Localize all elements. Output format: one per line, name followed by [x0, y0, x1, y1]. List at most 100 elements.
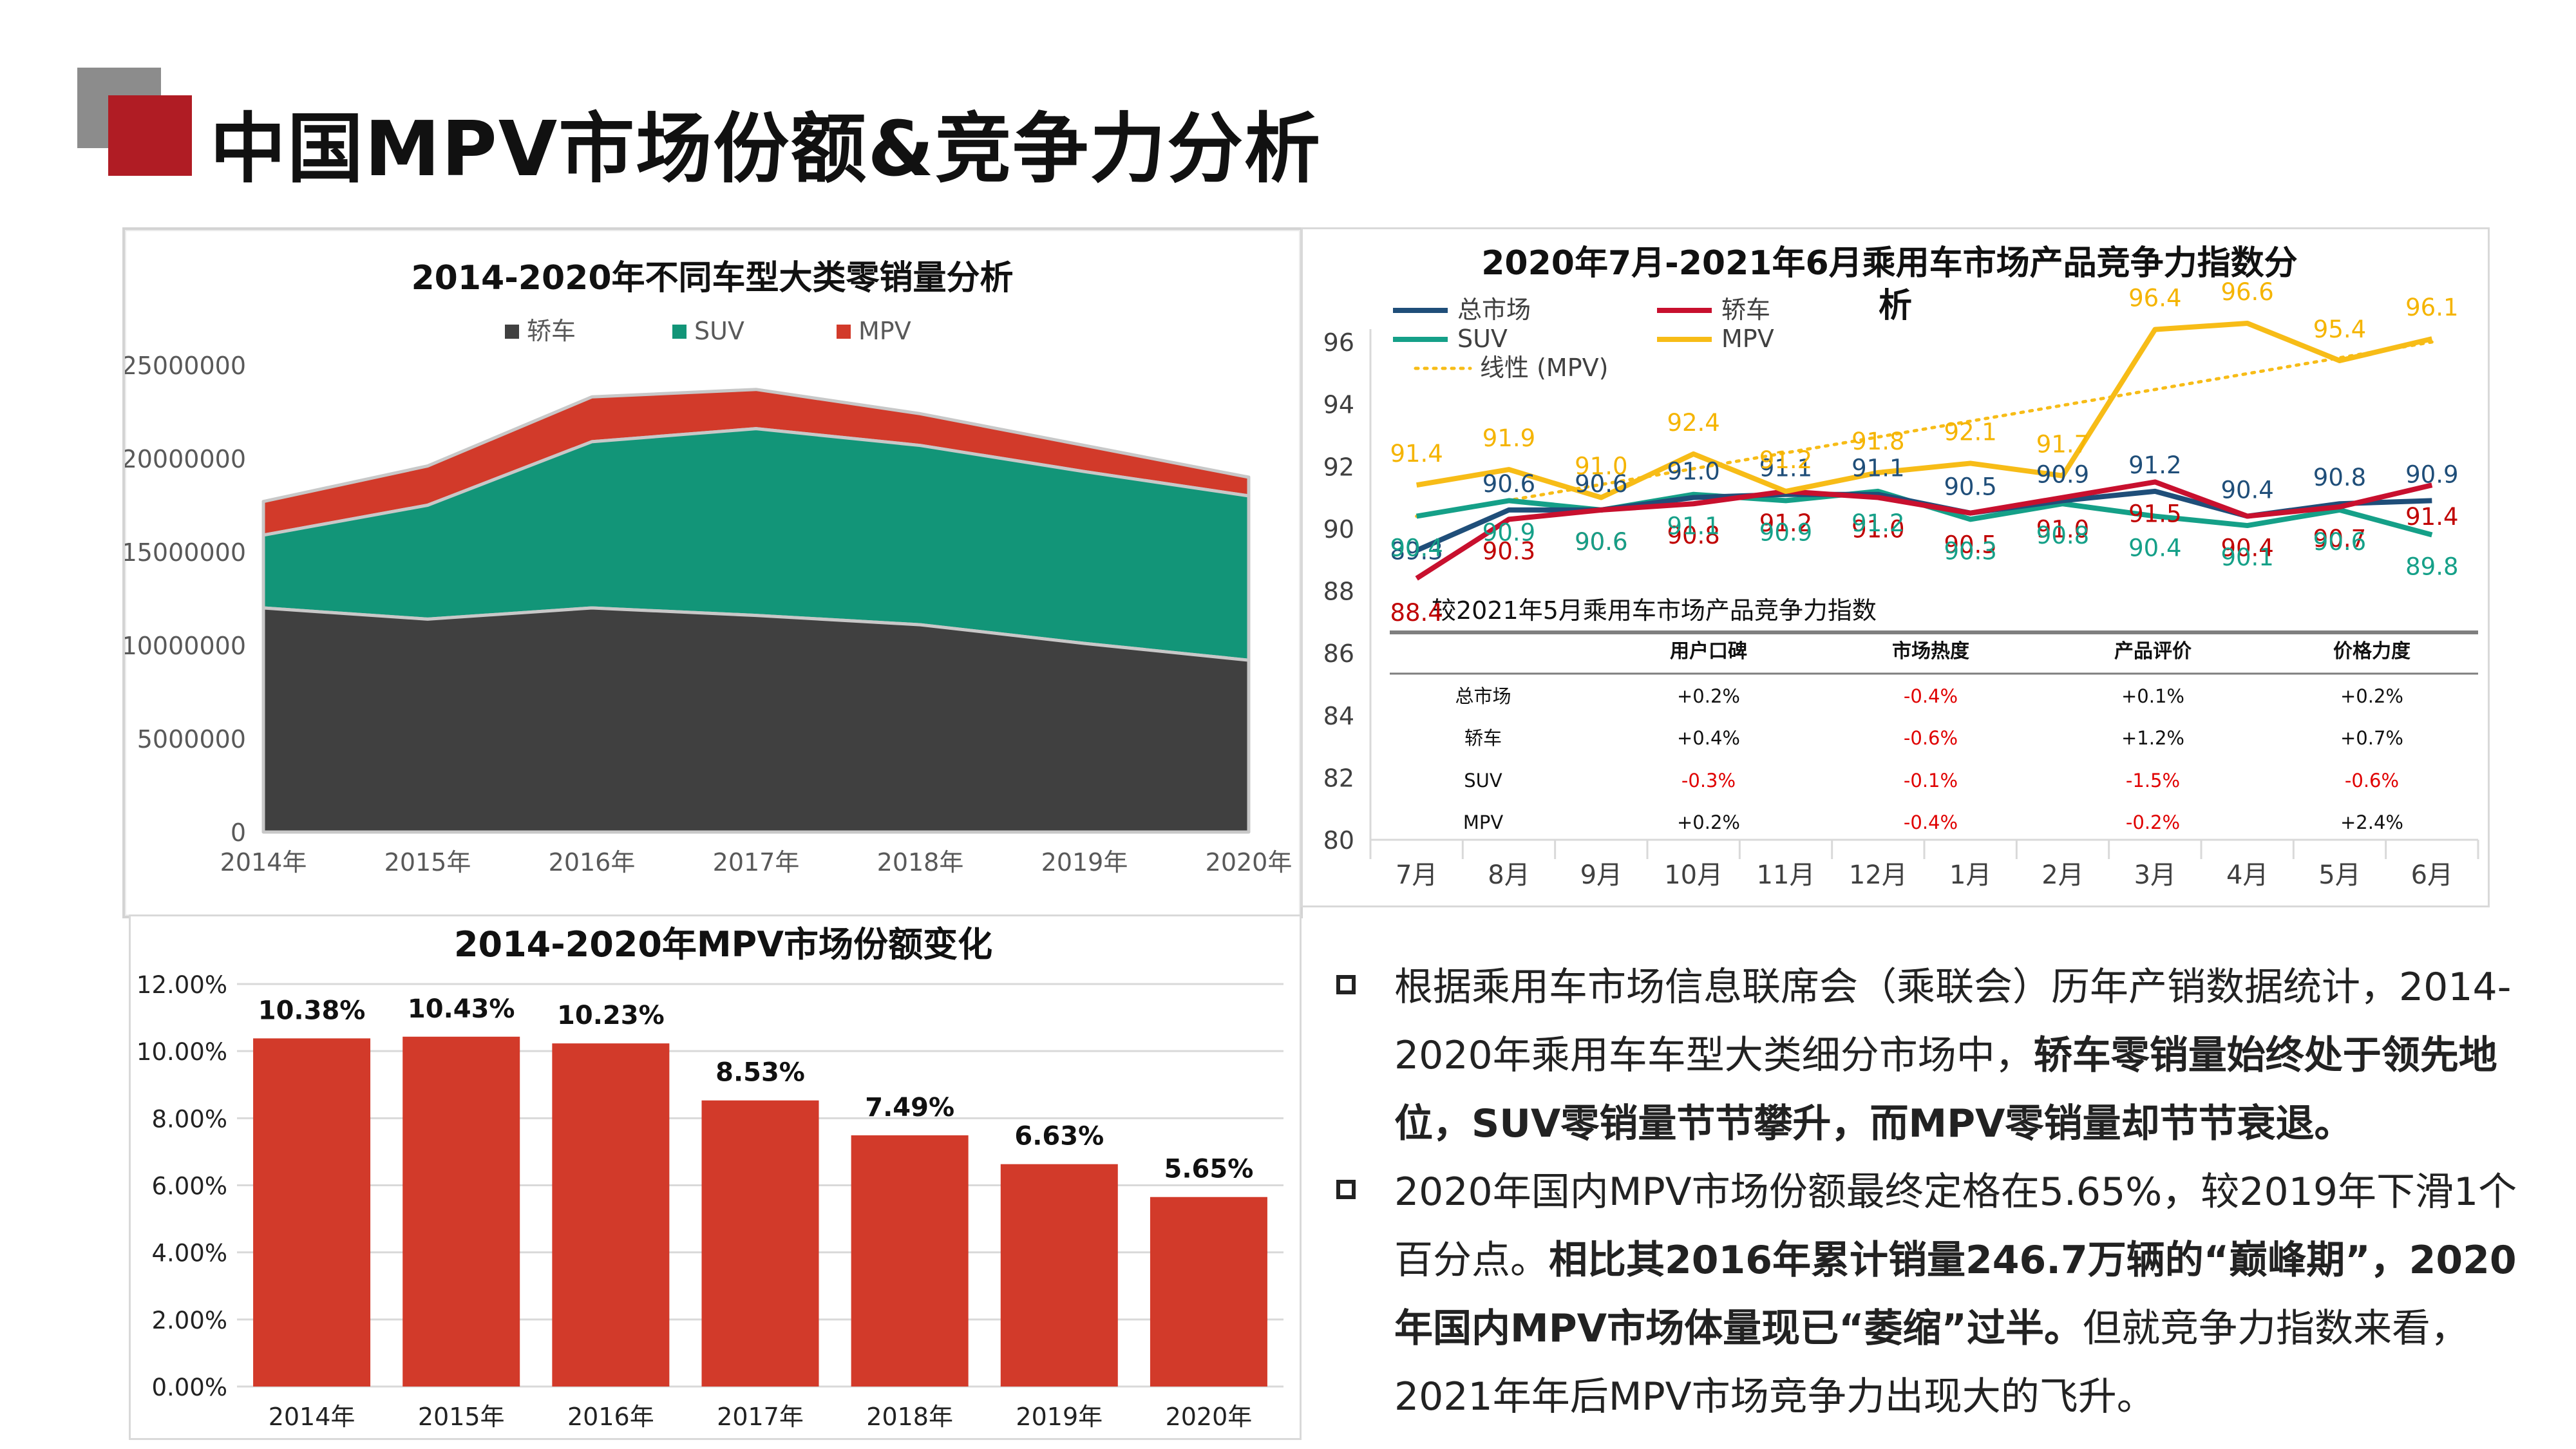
bar-value-label: 6.63% — [1014, 1122, 1104, 1151]
bullet-2-tail: 但就竞争力指数来看，2021年年后MPV市场竞争力出现大的飞升。 — [1394, 1306, 2469, 1419]
table-cell: +0.7% — [2340, 727, 2403, 749]
bar-x-tick-label: 2015年 — [418, 1403, 505, 1431]
area-legend-swatch — [837, 325, 851, 339]
line-data-label: 90.4 — [2128, 535, 2181, 562]
table-cell: -1.5% — [2126, 770, 2180, 791]
line-chart-title: 2020年7月-2021年6月乘用车市场产品竞争力指数分 析 — [1481, 244, 2309, 325]
line-data-label: 90.3 — [1944, 537, 1996, 565]
line-chart-title-line2: 析 — [1879, 287, 1912, 325]
area-y-tick-label: 5000000 — [137, 725, 246, 753]
page-title: 中国MPV市场份额&竞争力分析 — [210, 104, 1322, 193]
square-bullet-icon — [1336, 1180, 1356, 1199]
table-column-header: 用户口碑 — [1670, 640, 1747, 663]
area-x-tick-label: 2014年 — [220, 848, 307, 876]
line-data-label: 90.1 — [2221, 544, 2273, 571]
bar-x-tick-label: 2014年 — [269, 1403, 355, 1431]
line-data-label: 91.9 — [1482, 424, 1535, 452]
area-y-tick-label: 25000000 — [125, 352, 246, 380]
line-data-label: 90.6 — [1482, 470, 1535, 498]
area-chart-x-axis: 2014年 2015年 2016年 2017年 2018年 2019年 2020年 — [220, 848, 1293, 876]
bullet-1-bold: 轿车零销量始终处于领先地位，SUV零销量节节攀升，而MPV零销量却节节衰退。 — [1394, 1033, 2497, 1146]
bar-value-label: 7.49% — [865, 1093, 954, 1122]
line-y-tick-label: 88 — [1323, 578, 1354, 606]
line-chart-series: 89.390.6 90.6 91.0 91.1 91.190.5 90.9 91.290.4… — [1390, 278, 2458, 627]
line-series-MPV — [1416, 321, 2433, 500]
area-x-tick-label: 2015年 — [384, 848, 471, 876]
area-x-tick-label: 2017年 — [713, 848, 800, 876]
bar-2019年 — [1000, 1164, 1118, 1387]
line-y-tick-label: 94 — [1323, 391, 1354, 419]
bar-value-label: 10.43% — [408, 994, 515, 1024]
bar-chart: 2014-2020年MPV市场份额变化 0.00% 2.00% 4.00% 6.00%… — [137, 924, 1283, 1431]
line-x-tick-label: 11月 — [1757, 860, 1815, 890]
line-x-tick-label: 4月 — [2226, 860, 2268, 890]
line-y-tick-label: 92 — [1323, 453, 1354, 481]
line-data-label: 92.1 — [1944, 418, 1996, 446]
table-caption: 较2021年5月乘用车市场产品竞争力指数 — [1432, 596, 1877, 625]
line-chart: 2020年7月-2021年6月乘用车市场产品竞争力指数分 析 808284868… — [1323, 244, 2479, 890]
table-cell: +0.1% — [2121, 685, 2184, 707]
table-cell: +0.2% — [1677, 685, 1740, 707]
area-y-tick-label: 15000000 — [125, 538, 246, 567]
bullet-item-2: 2020年国内MPV市场份额最终定格在5.65%，较2019年下滑1个百分点。相… — [1336, 1158, 2534, 1431]
line-chart-title-line1: 2020年7月-2021年6月乘用车市场产品竞争力指数分 — [1481, 244, 2297, 283]
area-y-tick-label: 20000000 — [125, 445, 246, 473]
square-bullet-icon — [1336, 975, 1356, 994]
bar-2017年 — [701, 1100, 819, 1387]
line-data-label: 90.4 — [2221, 535, 2273, 562]
line-data-label: 90.5 — [1944, 531, 1996, 559]
table-cell: +0.2% — [1677, 811, 1740, 833]
line-x-tick-label: 9月 — [1580, 860, 1622, 890]
line-data-label: 90.9 — [1482, 518, 1535, 546]
line-chart-axes: 80 82 84 86 88 90 92 94 96 7月 8月 9月 10月 11月 12月 1月 2月 3月 4… — [1323, 328, 2479, 890]
line-data-label: 89.3 — [1390, 538, 1443, 565]
area-legend-label: 轿车 — [527, 317, 576, 345]
table-cell: -0.4% — [1904, 811, 1958, 833]
line-x-tick-label: 2月 — [2041, 860, 2083, 890]
bar-value-label: 10.38% — [258, 996, 366, 1025]
line-data-label: 91.0 — [1575, 453, 1627, 480]
line-y-tick-label: 96 — [1323, 328, 1354, 357]
line-chart-legend: 总市场 轿车 SUV MPV 线性 (MPV) — [1393, 296, 1774, 382]
area-x-tick-label: 2020年 — [1206, 848, 1293, 876]
table-cell: +1.2% — [2121, 727, 2184, 749]
bar-2018年 — [851, 1135, 969, 1387]
bar-x-tick-label: 2020年 — [1166, 1403, 1253, 1431]
line-y-tick-label: 82 — [1323, 764, 1354, 792]
bar-2016年 — [552, 1043, 670, 1387]
table-row-label: SUV — [1464, 770, 1502, 791]
line-data-label: 91.5 — [2128, 500, 2181, 527]
logo-red-square — [108, 95, 192, 176]
table-cell: -0.2% — [2126, 811, 2180, 833]
line-data-label: 90.5 — [1944, 473, 1996, 501]
bar-chart-bars: 10.38% 10.43% 10.23% 8.53% 7.49% 6.63% 5.65% — [253, 994, 1267, 1387]
bar-x-tick-label: 2016年 — [567, 1403, 654, 1431]
line-data-label: 96.1 — [2405, 294, 2458, 321]
line-data-label: 96.6 — [2221, 278, 2273, 306]
line-data-label: 91.7 — [2036, 431, 2089, 459]
line-data-label: 90.9 — [1759, 518, 1812, 546]
bar-y-tick-label: 10.00% — [137, 1038, 227, 1066]
line-data-label: 90.4 — [1390, 535, 1443, 562]
line-data-label: 95.4 — [2313, 316, 2366, 343]
table-cell: +0.4% — [1677, 727, 1740, 749]
area-chart-y-axis: 0 5000000 10000000 15000000 20000000 25000000 — [122, 352, 246, 847]
line-data-label: 90.9 — [2405, 460, 2458, 488]
table-row-label: 总市场 — [1455, 685, 1511, 707]
line-legend-label: 线性 (MPV) — [1480, 354, 1608, 382]
line-series-轿车 — [1415, 479, 2433, 581]
summary-bullets: 根据乘用车市场信息联席会（乘联会）历年产销数据统计，2014-2020年乘用车车… — [1336, 953, 2534, 1431]
area-legend-label: MPV — [858, 317, 911, 345]
line-data-label: 91.4 — [1390, 440, 1443, 468]
line-x-tick-label: 10月 — [1664, 860, 1723, 890]
table-row-label: 轿车 — [1464, 727, 1502, 749]
bar-x-tick-label: 2017年 — [717, 1403, 804, 1431]
area-x-tick-label: 2016年 — [549, 848, 636, 876]
area-chart-title: 2014-2020年不同车型大类零销量分析 — [411, 259, 1013, 298]
line-data-label: 91.4 — [2405, 503, 2458, 531]
bar-y-tick-label: 6.00% — [151, 1173, 227, 1200]
bar-y-tick-label: 12.00% — [137, 971, 227, 999]
line-data-label: 90.6 — [1575, 528, 1627, 556]
line-data-label: 88.4 — [1390, 599, 1443, 627]
